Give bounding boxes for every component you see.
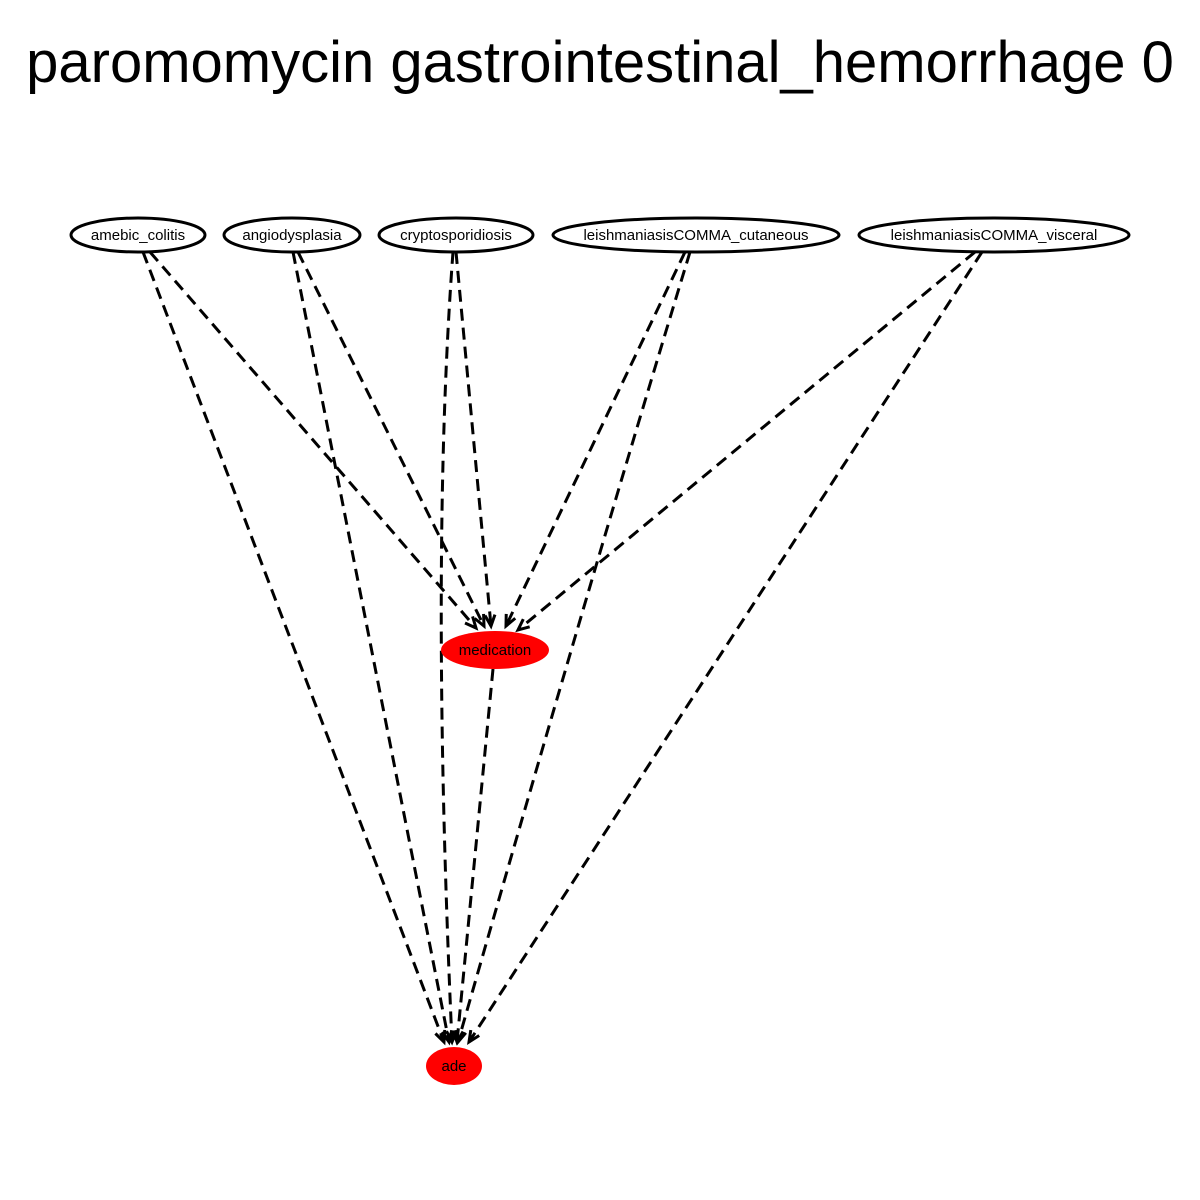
edge-line xyxy=(504,251,687,627)
node-label: cryptosporidiosis xyxy=(400,227,512,244)
edge-leish_visc-to-medication xyxy=(515,250,976,633)
node-shape xyxy=(857,216,1131,254)
edge-line xyxy=(141,251,446,1043)
node-label: ade xyxy=(441,1058,466,1075)
edge-line xyxy=(439,251,455,1043)
edge-arrowhead xyxy=(473,613,486,630)
edge-arrowhead xyxy=(515,618,531,633)
edge-arrowhead xyxy=(483,614,497,630)
edge-line xyxy=(148,251,478,629)
edge-line xyxy=(467,251,984,1043)
edge-medication-to-ade xyxy=(451,668,495,1046)
nodes-layer: amebic_colitis angiodysplasia cryptosporid… xyxy=(69,216,1131,1085)
edge-line xyxy=(517,250,976,632)
edge-line xyxy=(456,251,692,1043)
node-shape xyxy=(551,216,841,254)
edge-arrowhead xyxy=(451,1030,465,1046)
edge-amebic_colitis-to-medication xyxy=(148,251,479,631)
node-angiodysplasia[interactable]: angiodysplasia xyxy=(222,216,362,254)
edge-arrowhead xyxy=(464,615,479,631)
edge-leish_cut-to-medication xyxy=(504,251,687,630)
node-leish-cut[interactable]: leishmaniasisCOMMA_cutaneous xyxy=(551,216,841,254)
edges-layer xyxy=(141,250,984,1046)
graph-title: paromomycin gastrointestinal_hemorrhage … xyxy=(26,30,1174,95)
node-amebic-colitis[interactable]: amebic_colitis xyxy=(69,216,207,254)
node-shape xyxy=(222,216,362,254)
node-leish-visc[interactable]: leishmaniasisCOMMA_visceral xyxy=(857,216,1131,254)
edge-line xyxy=(454,251,493,627)
edge-amebic_colitis-to-ade xyxy=(141,251,447,1046)
node-label: angiodysplasia xyxy=(242,227,342,244)
node-shape xyxy=(69,216,207,254)
node-shape xyxy=(426,1047,482,1085)
node-shape xyxy=(377,216,535,254)
edge-arrowhead xyxy=(504,613,517,630)
edge-cryptosporidiosis-to-medication xyxy=(454,251,497,630)
edge-angiodysplasia-to-ade xyxy=(291,251,454,1046)
node-label: leishmaniasisCOMMA_visceral xyxy=(891,227,1098,244)
node-medication[interactable]: medication xyxy=(441,631,549,669)
node-cryptosporidiosis[interactable]: cryptosporidiosis xyxy=(377,216,535,254)
node-label: leishmaniasisCOMMA_cutaneous xyxy=(583,227,808,244)
edge-line xyxy=(455,668,495,1043)
edge-leish_visc-to-ade xyxy=(467,251,984,1046)
edge-angiodysplasia-to-medication xyxy=(296,251,486,630)
edge-line xyxy=(296,251,486,627)
node-shape xyxy=(441,631,549,669)
edge-line xyxy=(291,251,451,1043)
edge-arrowhead xyxy=(467,1029,480,1046)
node-ade[interactable]: ade xyxy=(426,1047,482,1085)
node-label: amebic_colitis xyxy=(91,227,185,244)
node-label: medication xyxy=(459,642,532,659)
